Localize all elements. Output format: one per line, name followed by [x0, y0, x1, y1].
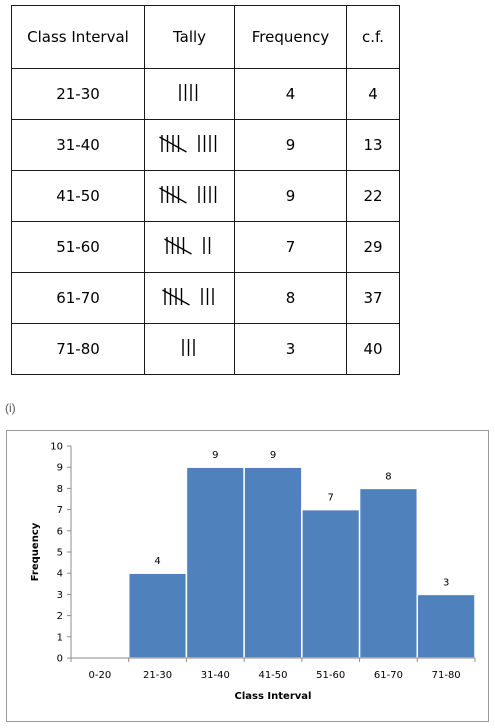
tally-marks [161, 285, 218, 308]
bar-data-label: 4 [154, 556, 160, 567]
cell-tally [144, 323, 235, 375]
x-tick-label: 0-20 [89, 670, 112, 681]
table-row: 31-40 9 13 [11, 119, 400, 171]
cell-frequency: 3 [234, 323, 347, 375]
cell-frequency: 4 [234, 68, 347, 120]
cell-cf: 22 [346, 170, 400, 222]
cell-frequency: 7 [234, 221, 347, 273]
y-axis-title: Frequency [30, 522, 41, 581]
cell-frequency: 8 [234, 272, 347, 324]
y-tick-label: 1 [57, 632, 63, 643]
x-tick-label: 51-60 [316, 670, 345, 681]
cell-frequency: 9 [234, 119, 347, 171]
tally-strokes-icon [182, 338, 195, 356]
header-class-interval: Class Interval [11, 5, 145, 69]
histogram-bar [301, 508, 361, 659]
histogram-chart: 0-20 4 21-30 9 31-40 9 41-50 7 51-60 8 61-70 3 71-80… [30, 442, 476, 702]
tally-five-icon [164, 236, 192, 255]
tally-marks [180, 336, 199, 359]
frequency-table: Class Interval Tally Frequency c.f. 21-3… [11, 5, 400, 375]
y-tick-label: 2 [57, 611, 63, 622]
bar-data-label: 7 [328, 493, 334, 504]
y-tick-label: 7 [57, 505, 63, 516]
x-tick-label: 31-40 [201, 670, 230, 681]
tally-five-icon [158, 185, 187, 204]
y-tick-label: 10 [50, 442, 63, 453]
histogram-bar [416, 593, 476, 659]
x-tick-label: 21-30 [143, 670, 172, 681]
tally-strokes-icon [200, 287, 214, 305]
cell-interval: 71-80 [11, 323, 145, 375]
histogram-frame: 0-20 4 21-30 9 31-40 9 41-50 7 51-60 8 61-70 3 71-80… [6, 430, 489, 722]
tally-strokes-icon [203, 236, 211, 254]
axes-layer [67, 445, 476, 662]
tally-five-icon [161, 287, 190, 306]
x-tick-label: 61-70 [374, 670, 403, 681]
cell-tally [144, 68, 235, 120]
y-tick-label: 3 [57, 590, 63, 601]
header-frequency: Frequency [234, 5, 347, 69]
y-tick-label: 6 [57, 526, 63, 537]
cell-interval: 31-40 [11, 119, 145, 171]
y-tick-label: 8 [57, 484, 63, 495]
cell-cf: 37 [346, 272, 400, 324]
cell-cf: 4 [346, 68, 400, 120]
header-cf: c.f. [346, 5, 400, 69]
labels-layer: 0-20 4 21-30 9 31-40 9 41-50 7 51-60 8 61-70 3 71-80… [50, 442, 460, 682]
y-tick-label: 9 [57, 463, 63, 474]
tally-five-icon [158, 134, 187, 153]
table-row: 51-60 7 29 [11, 221, 400, 273]
bar-data-label: 9 [270, 450, 276, 461]
cell-cf: 13 [346, 119, 400, 171]
cell-interval: 51-60 [11, 221, 145, 273]
bar-data-label: 9 [212, 450, 218, 461]
cell-frequency: 9 [234, 170, 347, 222]
y-tick-label: 4 [57, 569, 63, 580]
cell-cf: 40 [346, 323, 400, 375]
cell-interval: 41-50 [11, 170, 145, 222]
cell-tally [144, 272, 235, 324]
table-row: 71-80 3 40 [11, 323, 400, 375]
tally-strokes-icon [197, 185, 216, 203]
table-header-row: Class Interval Tally Frequency c.f. [11, 5, 400, 69]
cell-cf: 29 [346, 221, 400, 273]
x-axis-title: Class Interval [235, 691, 312, 702]
histogram-bar [243, 466, 303, 659]
header-tally: Tally [144, 5, 235, 69]
part-label: (i) [5, 401, 16, 415]
cell-interval: 21-30 [11, 68, 145, 120]
table-row: 21-30 4 4 [11, 68, 400, 120]
x-tick-label: 71-80 [432, 670, 461, 681]
bar-data-label: 3 [443, 577, 449, 588]
histogram-bar [127, 572, 188, 659]
y-tick-label: 5 [57, 548, 63, 559]
tally-marks [158, 183, 221, 206]
x-tick-label: 41-50 [258, 670, 287, 681]
cell-tally [144, 119, 235, 171]
tally-marks [177, 81, 202, 104]
y-tick-label: 0 [57, 654, 63, 665]
table-row: 61-70 8 37 [11, 272, 400, 324]
histogram-bar [185, 466, 245, 659]
cell-interval: 61-70 [11, 272, 145, 324]
cell-tally [144, 221, 235, 273]
table-row: 41-50 9 22 [11, 170, 400, 222]
bar-data-label: 8 [385, 471, 391, 482]
tally-marks [164, 234, 215, 257]
cell-tally [144, 170, 235, 222]
tally-strokes-icon [179, 83, 198, 101]
histogram-bar [358, 487, 419, 659]
tally-marks [158, 132, 221, 155]
tally-strokes-icon [197, 134, 216, 152]
bars-layer [127, 466, 476, 659]
